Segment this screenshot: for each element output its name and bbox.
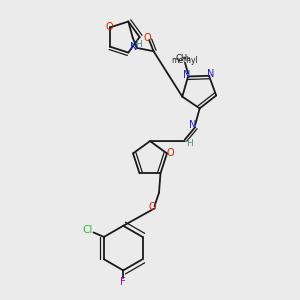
- Text: Cl: Cl: [82, 225, 93, 236]
- Text: O: O: [166, 148, 174, 158]
- Text: N: N: [184, 70, 191, 80]
- Text: H: H: [186, 139, 193, 148]
- Text: O: O: [148, 202, 156, 212]
- Text: N: N: [188, 120, 196, 130]
- Text: N: N: [130, 42, 137, 52]
- Text: F: F: [120, 277, 126, 287]
- Text: methyl: methyl: [172, 56, 199, 65]
- Text: CH₃: CH₃: [176, 54, 191, 63]
- Text: N: N: [207, 69, 214, 79]
- Text: O: O: [105, 22, 113, 32]
- Text: O: O: [144, 34, 152, 44]
- Text: H: H: [135, 40, 142, 49]
